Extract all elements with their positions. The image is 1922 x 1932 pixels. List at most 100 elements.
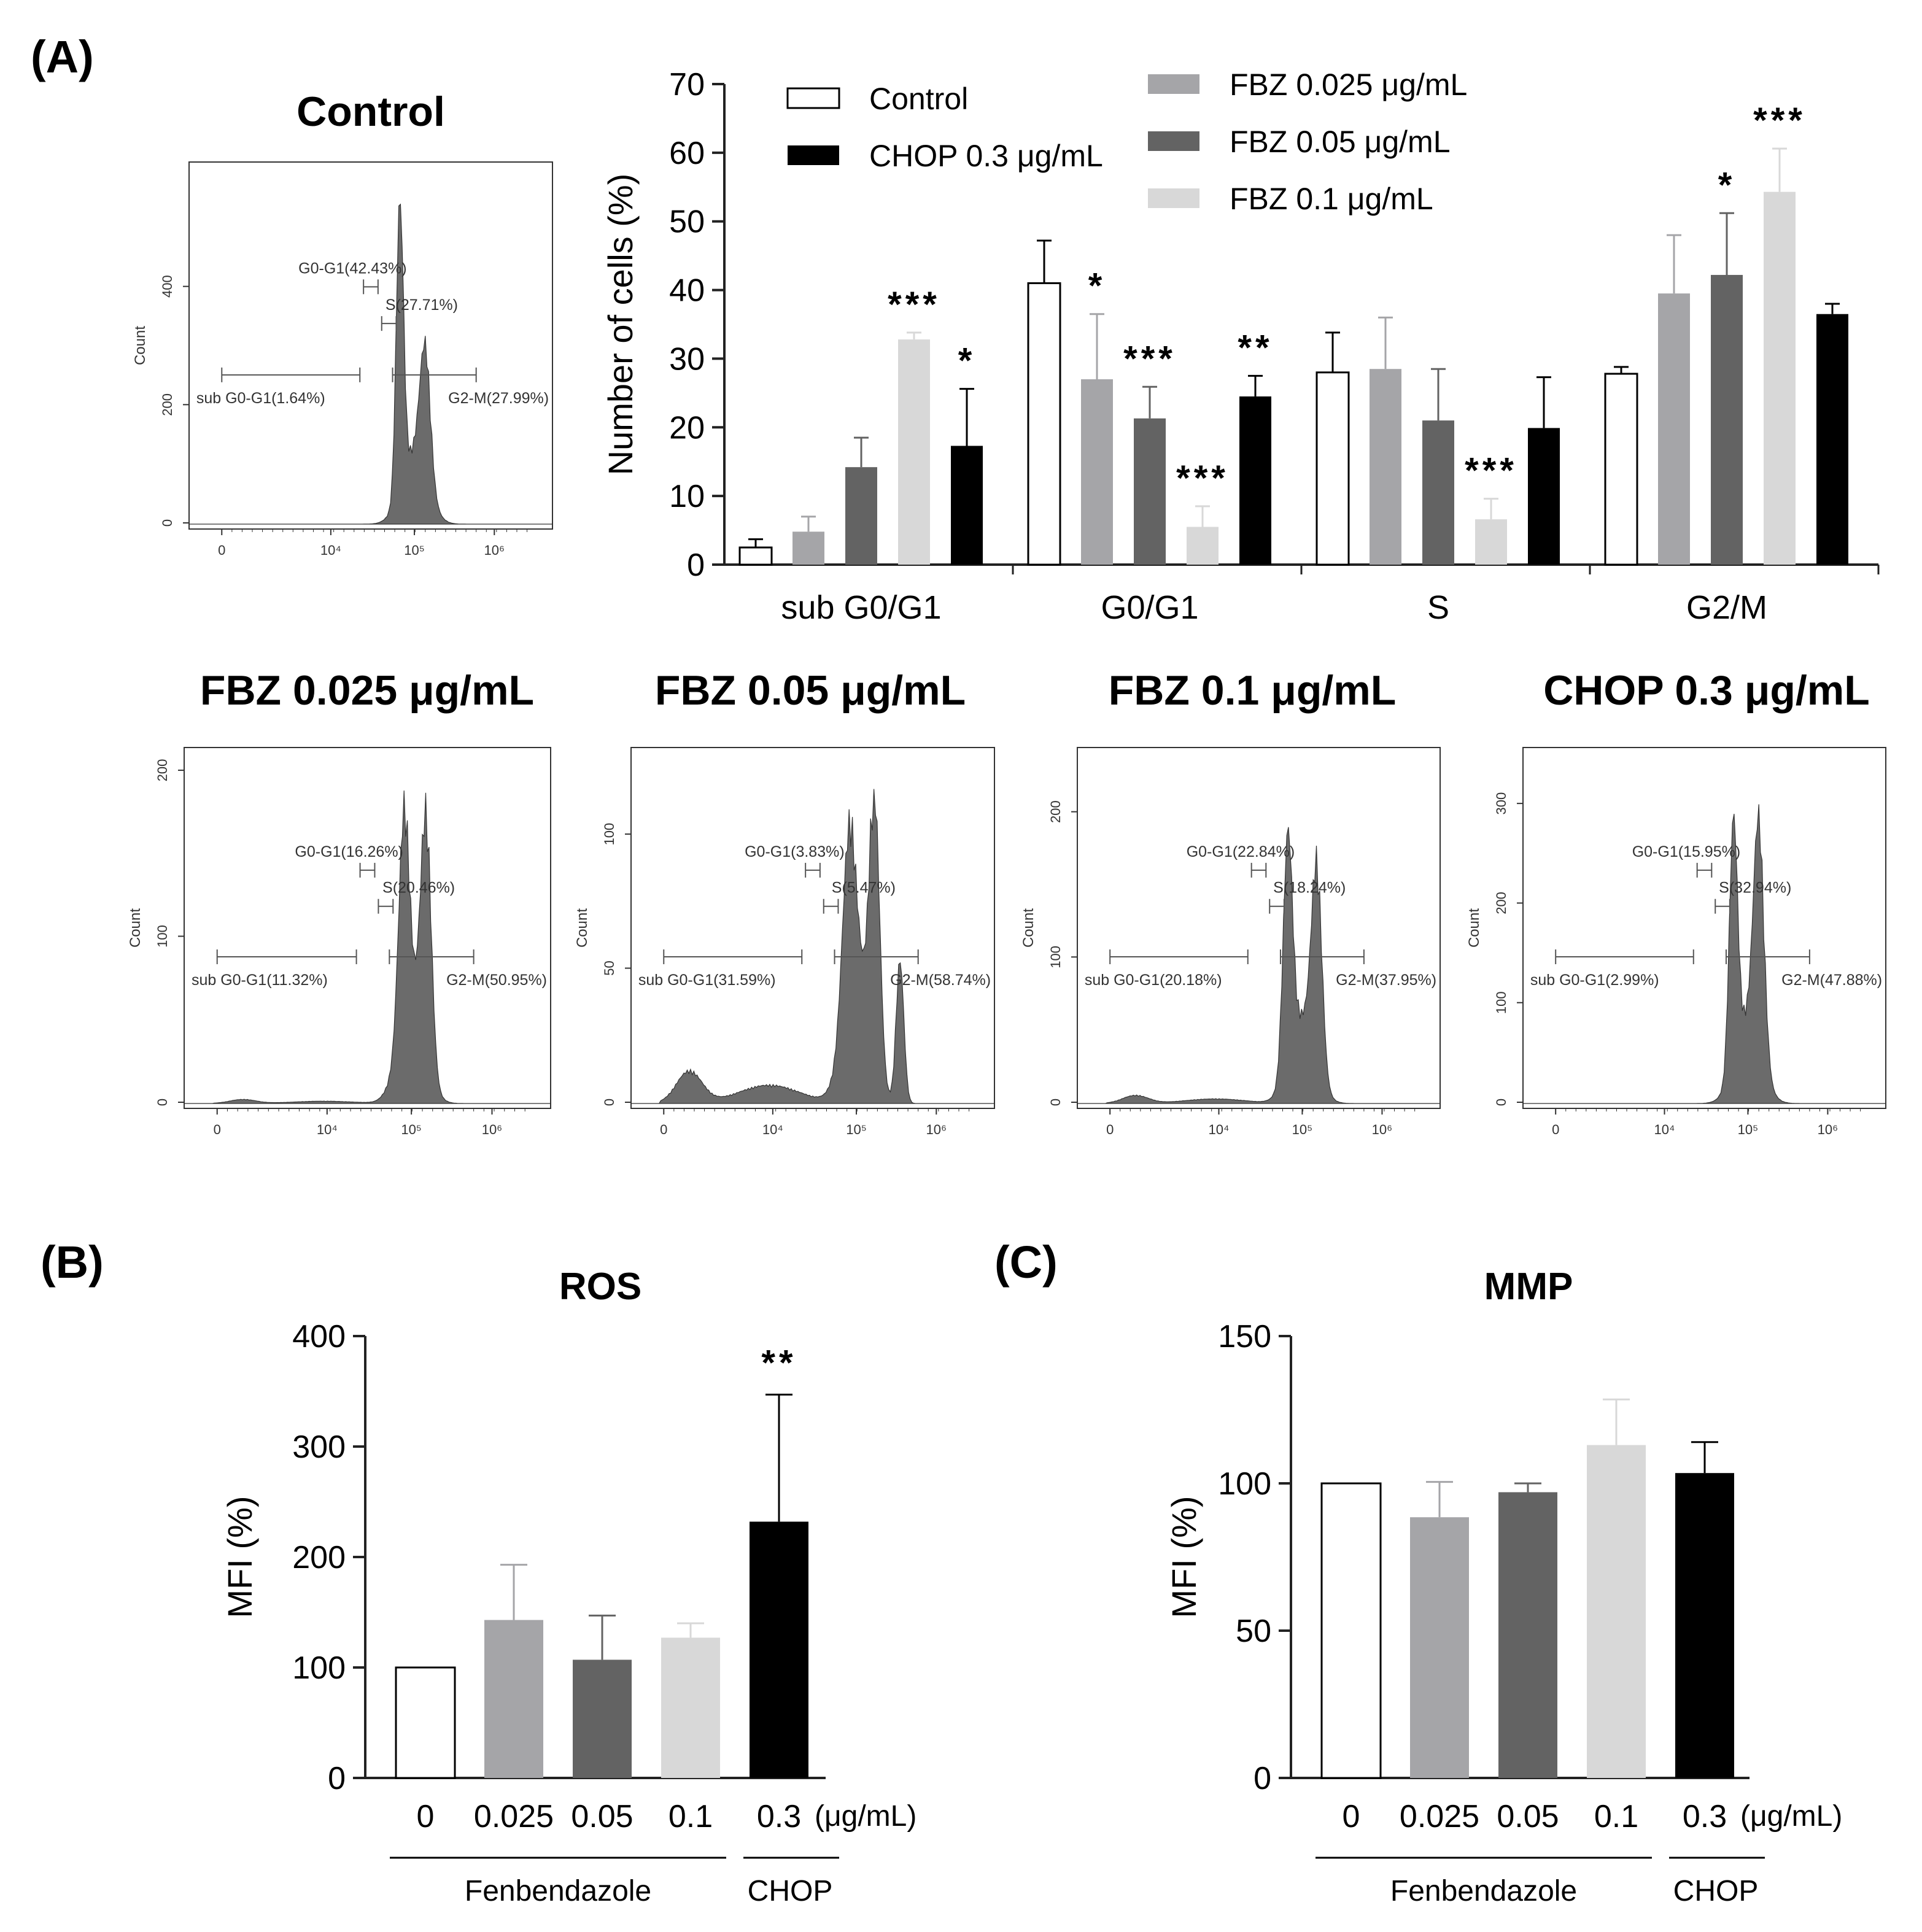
bar (1711, 274, 1743, 565)
x-tick-label: 0 (218, 543, 225, 558)
y-tick-label: 400 (292, 1319, 346, 1354)
bar (1816, 314, 1848, 565)
legend-swatch (1148, 74, 1199, 94)
group-label-chop: CHOP (748, 1875, 833, 1907)
x-tick-label: 0.3 (1683, 1799, 1727, 1834)
legend-swatch (786, 87, 840, 109)
y-axis-label: Count (1466, 908, 1482, 948)
bar (792, 531, 824, 565)
bar (1370, 369, 1401, 565)
x-tick-label: 10⁶ (482, 1122, 503, 1137)
legend-label: Control (869, 82, 968, 116)
y-tick-label: 200 (1494, 892, 1509, 914)
significance-marker: * (958, 341, 976, 381)
x-tick-label: 0 (660, 1122, 667, 1137)
legend-swatch (1148, 131, 1199, 151)
legend-label: FBZ 0.05 μg/mL (1230, 125, 1451, 159)
y-tick-label: 0 (1048, 1099, 1063, 1106)
bar (1658, 293, 1690, 565)
x-tick-label: 10⁶ (926, 1122, 947, 1137)
x-tick-label: 0.05 (1497, 1799, 1559, 1834)
y-tick-label: 0 (687, 547, 705, 583)
y-tick-label: 300 (1494, 792, 1509, 815)
legend-label: FBZ 0.1 μg/mL (1230, 182, 1433, 216)
x-tick-label: 0 (417, 1799, 435, 1834)
cell-cycle-chart: 0 10 20 30 40 50 60 70 Number of cells (%) sub G0… (601, 67, 1880, 626)
significance-marker: * (1718, 165, 1736, 205)
chart-title: ROS (559, 1265, 641, 1308)
y-tick-label: 0 (160, 519, 175, 527)
legend-swatch (788, 145, 839, 165)
unit-label: (μg/mL) (815, 1800, 916, 1833)
y-tick-label: 10 (669, 479, 705, 514)
x-tick-label: 0 (1552, 1122, 1559, 1137)
x-tick-label: 10⁵ (1738, 1122, 1759, 1137)
gate-label-s: S(18.24%) (1273, 879, 1346, 897)
bar (1410, 1517, 1469, 1778)
histogram-frame (1522, 747, 1886, 1109)
x-tick-label: 10⁵ (846, 1122, 867, 1137)
gate-label-g2m: G2-M(47.88%) (1781, 972, 1882, 989)
y-axis-label: MFI (%) (220, 1496, 259, 1618)
significance-marker: *** (888, 285, 940, 325)
bar (1187, 527, 1219, 565)
gate-label-g2m: G2-M(50.95%) (446, 972, 547, 989)
y-tick-label: 100 (1494, 991, 1509, 1014)
significance-marker: * (1088, 266, 1106, 306)
x-tick-label: 0.3 (757, 1799, 801, 1834)
y-tick-label: 50 (602, 960, 617, 975)
x-tick-label: 10⁵ (401, 1122, 422, 1137)
y-tick-label: 100 (602, 823, 617, 846)
y-tick-label: 100 (155, 925, 170, 948)
y-axis-label: MFI (%) (1164, 1496, 1203, 1618)
bar (1422, 420, 1454, 565)
histogram-control: Control 0 200 400 Count 0 10⁴ 10⁵ 10⁶ G0-G1(42.43… (132, 88, 553, 558)
histogram-title: FBZ 0.025 μg/mL (200, 667, 534, 714)
unit-label: (μg/mL) (1740, 1800, 1842, 1833)
x-tick-label: 0 (214, 1122, 221, 1137)
gate-label-sub: sub G0-G1(31.59%) (638, 972, 776, 989)
x-tick-label: 10⁴ (1209, 1122, 1230, 1137)
histogram-fbz025: FBZ 0.025 μg/mL 0 100 200 Count 0 10⁴ 10⁵ 10⁶ G0-… (127, 667, 551, 1137)
legend-swatch (1148, 188, 1199, 208)
y-tick-label: 60 (669, 136, 705, 171)
bar (1320, 1482, 1382, 1779)
bar (738, 546, 773, 566)
histogram-frame (188, 161, 553, 530)
y-tick-label: 40 (669, 273, 705, 309)
bar (1239, 396, 1271, 565)
y-tick-label: 0 (1254, 1761, 1271, 1796)
gate-label-g2m: G2-M(37.95%) (1336, 972, 1436, 989)
bar (1528, 428, 1560, 565)
x-tick-label: 10⁵ (404, 543, 425, 558)
group-label-fbz: Fenbendazole (1390, 1875, 1577, 1907)
gate-label-sub: sub G0-G1(2.99%) (1530, 972, 1659, 989)
bar (1604, 373, 1638, 566)
x-tick-label: 10⁴ (317, 1122, 338, 1137)
gate-label-g0g1: G0-G1(15.95%) (1632, 843, 1740, 860)
y-tick-label: 70 (669, 67, 705, 102)
bar (750, 1521, 808, 1778)
gate-label-g0g1: G0-G1(3.83%) (745, 843, 845, 860)
x-tick-label: G0/G1 (1101, 589, 1198, 626)
group-label-chop: CHOP (1673, 1875, 1759, 1907)
histogram-fbz05: FBZ 0.05 μg/mL 0 50 100 Count 0 10⁴ 10⁵ 10⁶ G0-G1… (574, 667, 995, 1137)
x-tick-label: 10⁴ (762, 1122, 783, 1137)
y-tick-label: 300 (292, 1429, 346, 1465)
gate-label-s: S(32.94%) (1719, 879, 1791, 897)
x-tick-label: 0.1 (1594, 1799, 1638, 1834)
x-tick-label: G2/M (1686, 589, 1767, 626)
y-tick-label: 0 (1494, 1099, 1509, 1106)
bar (951, 446, 983, 565)
significance-marker: *** (1123, 339, 1176, 379)
histogram-fbz1: FBZ 0.1 μg/mL 0 100 200 Count 0 10⁴ 10⁵ 10⁶ G0-G1… (1020, 667, 1441, 1137)
x-tick-label: 10⁶ (1372, 1122, 1393, 1137)
y-tick-label: 100 (292, 1650, 346, 1686)
bar (1587, 1445, 1646, 1778)
y-tick-label: 400 (160, 275, 175, 298)
x-tick-label: 0.1 (668, 1799, 713, 1834)
bar (1675, 1473, 1734, 1778)
y-tick-label: 200 (155, 759, 170, 782)
